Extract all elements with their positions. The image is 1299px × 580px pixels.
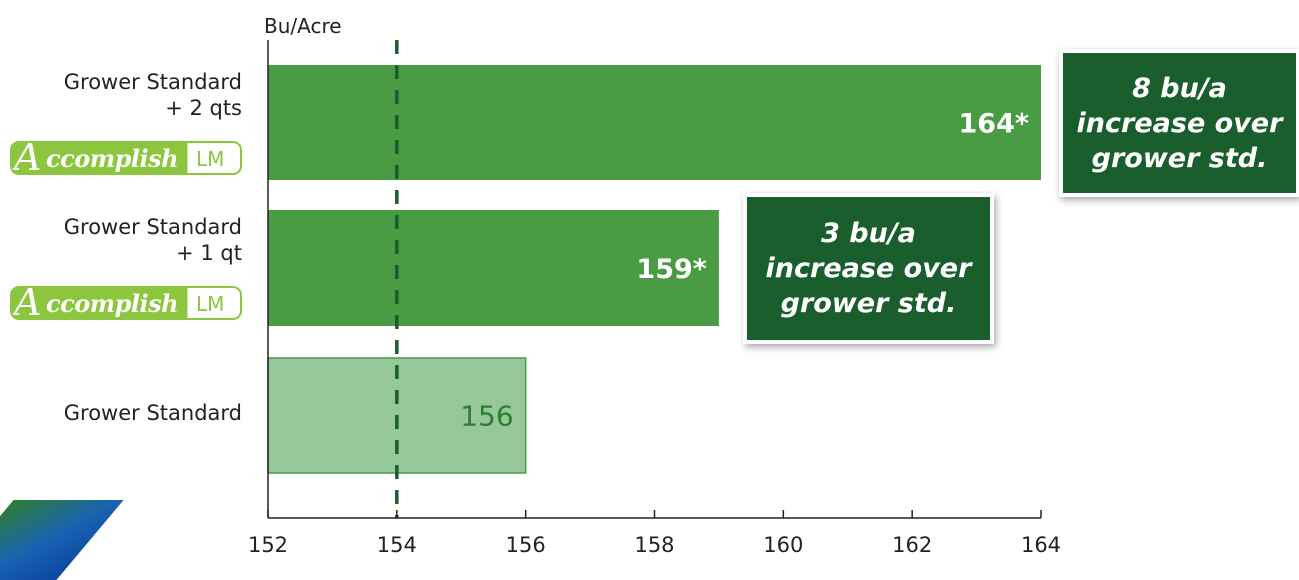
bar-1 [268,65,1041,180]
category-label-1: Grower Standard + 2 qts [64,69,242,121]
category-label-3-line1: Grower Standard [63,401,242,425]
logo-suffix: LM [196,292,225,316]
callout-8bu: 8 bu/a increase over grower std. [1063,53,1296,193]
category-label-2: Grower Standard + 1 qt [64,214,242,266]
callout-3bu: 3 bu/a increase over grower std. [747,197,990,340]
x-tick-label-162: 162 [892,533,932,556]
logo-a-glyph: A [14,141,42,175]
bar-1-value-label: 164* [959,109,1029,140]
category-label-1-line2: + 2 qts [165,96,242,120]
accomplish-logo-1: A ccomplish LM [10,141,242,175]
callout-3bu-line2: increase over [765,253,972,284]
callout-3bu-line3: grower std. [780,288,957,319]
x-tick-label-164: 164 [1021,533,1061,556]
bar-2 [268,210,719,326]
category-label-2-line2: + 1 qt [176,241,242,265]
x-tick-label-156: 156 [506,533,546,556]
logo-suffix: LM [196,147,225,171]
callout-3bu-line1: 3 bu/a [821,218,916,249]
bar-3-value-label: 156 [460,400,513,433]
y-axis-label: Bu/Acre [264,14,342,38]
callout-8bu-line2: increase over [1076,107,1283,139]
bar-chart: 164* 159* 156 Bu/Acre 152 154 156 158 160 162 164 [248,14,1061,556]
callout-8bu-line3: grower std. [1091,142,1268,174]
callout-8bu-line1: 8 bu/a [1132,72,1227,104]
logo-brand-text: ccomplish [46,144,179,173]
x-tick-label-154: 154 [377,533,417,556]
logo-a-glyph: A [14,286,42,320]
x-tick-label-152: 152 [248,533,288,556]
x-tick-label-160: 160 [763,533,803,556]
logo-brand-text: ccomplish [46,289,179,318]
category-label-2-line1: Grower Standard [63,215,242,239]
category-label-3: Grower Standard [64,400,242,426]
accomplish-logo-2: A ccomplish LM [10,286,242,320]
category-label-1-line1: Grower Standard [63,70,242,94]
bar-2-value-label: 159* [636,254,706,285]
x-tick-label-158: 158 [634,533,674,556]
